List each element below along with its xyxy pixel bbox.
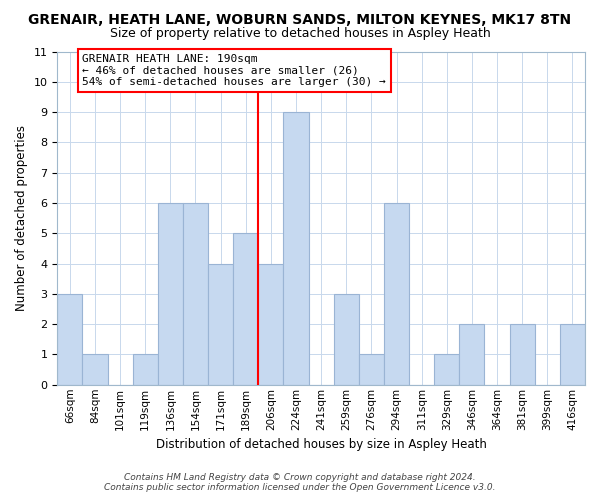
Bar [82, 354, 107, 385]
Bar [334, 294, 359, 385]
Bar [359, 354, 384, 385]
Bar [509, 324, 535, 385]
Text: Size of property relative to detached houses in Aspley Heath: Size of property relative to detached ho… [110, 28, 490, 40]
Bar [57, 294, 82, 385]
Bar [560, 324, 585, 385]
Bar [384, 203, 409, 385]
X-axis label: Distribution of detached houses by size in Aspley Heath: Distribution of detached houses by size … [156, 438, 487, 451]
Y-axis label: Number of detached properties: Number of detached properties [15, 125, 28, 311]
Bar [434, 354, 460, 385]
Bar [158, 203, 183, 385]
Bar [133, 354, 158, 385]
Bar [183, 203, 208, 385]
Bar [283, 112, 308, 385]
Text: Contains HM Land Registry data © Crown copyright and database right 2024.
Contai: Contains HM Land Registry data © Crown c… [104, 473, 496, 492]
Text: GRENAIR, HEATH LANE, WOBURN SANDS, MILTON KEYNES, MK17 8TN: GRENAIR, HEATH LANE, WOBURN SANDS, MILTO… [28, 12, 572, 26]
Bar [460, 324, 484, 385]
Text: GRENAIR HEATH LANE: 190sqm
← 46% of detached houses are smaller (26)
54% of semi: GRENAIR HEATH LANE: 190sqm ← 46% of deta… [82, 54, 386, 87]
Bar [208, 264, 233, 385]
Bar [233, 234, 259, 385]
Bar [259, 264, 283, 385]
